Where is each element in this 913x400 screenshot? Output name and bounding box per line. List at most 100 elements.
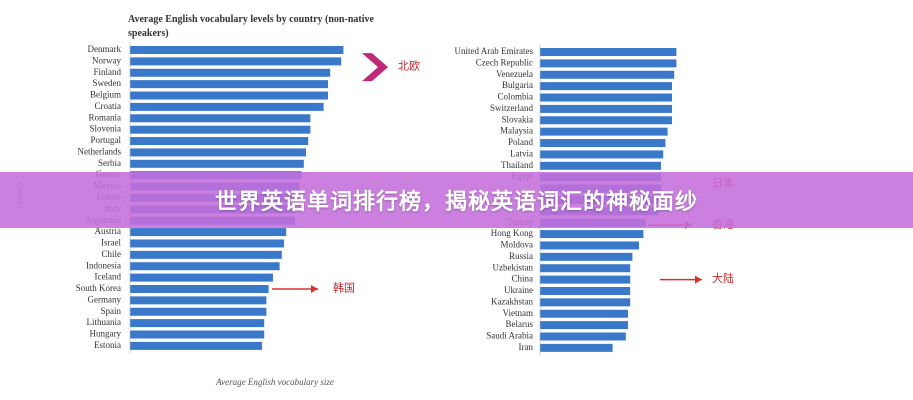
bar bbox=[540, 264, 631, 273]
y-tick-label: Hong Kong bbox=[491, 228, 534, 238]
bar bbox=[540, 230, 644, 239]
bar bbox=[540, 59, 677, 68]
y-tick-label: Finland bbox=[93, 67, 121, 77]
bar bbox=[540, 93, 672, 102]
bar bbox=[540, 70, 675, 79]
y-tick-label: Chile bbox=[102, 249, 122, 259]
y-tick-label: Colombia bbox=[498, 92, 534, 102]
y-tick-label: Norway bbox=[92, 55, 121, 65]
bar bbox=[130, 284, 269, 293]
y-tick-label: Iran bbox=[519, 342, 534, 352]
y-tick-label: Saudi Arabia bbox=[486, 331, 533, 341]
bar bbox=[540, 332, 626, 341]
bar bbox=[130, 273, 273, 282]
y-tick-label: Russia bbox=[509, 251, 533, 261]
y-tick-label: Denmark bbox=[88, 44, 122, 54]
bar bbox=[540, 275, 631, 284]
y-tick-label: Malaysia bbox=[500, 126, 533, 136]
bar bbox=[540, 309, 628, 318]
y-tick-label: Kazakhstan bbox=[491, 296, 533, 306]
y-tick-label: Portugal bbox=[91, 135, 122, 145]
annotation: 韩国 bbox=[333, 281, 355, 295]
y-tick-label: Czech Republic bbox=[476, 57, 533, 67]
y-tick-label: United Arab Emirates bbox=[455, 46, 534, 56]
bar bbox=[130, 114, 311, 123]
y-tick-label: Uzbekistan bbox=[493, 262, 534, 272]
y-tick-label: Venezuela bbox=[496, 69, 533, 79]
bar bbox=[130, 125, 311, 134]
bar bbox=[540, 252, 633, 261]
y-tick-label: Bulgaria bbox=[502, 80, 533, 90]
y-tick-label: Estonia bbox=[94, 340, 121, 350]
y-tick-label: Switzerland bbox=[490, 103, 533, 113]
bar bbox=[540, 139, 666, 148]
y-tick-label: Hungary bbox=[90, 329, 122, 339]
y-tick-label: Romania bbox=[89, 112, 122, 122]
annotation-chevron bbox=[362, 53, 388, 82]
bar bbox=[130, 228, 287, 237]
bar bbox=[130, 91, 328, 100]
bar bbox=[130, 330, 265, 339]
bar bbox=[130, 80, 328, 89]
y-tick-label: Moldova bbox=[501, 240, 534, 250]
bar bbox=[130, 296, 267, 305]
bar bbox=[130, 307, 267, 316]
y-tick-label: Netherlands bbox=[78, 146, 122, 156]
y-tick-label: Germany bbox=[88, 294, 122, 304]
bar bbox=[540, 48, 677, 56]
y-tick-label: Belgium bbox=[90, 90, 121, 100]
bar bbox=[540, 286, 631, 295]
y-tick-label: Ukraine bbox=[504, 285, 533, 295]
bar bbox=[130, 159, 304, 168]
bar bbox=[540, 116, 672, 125]
y-tick-label: Slovakia bbox=[502, 114, 534, 124]
y-tick-label: Indonesia bbox=[86, 260, 121, 270]
y-tick-label: Belarus bbox=[506, 319, 534, 329]
bar bbox=[130, 319, 265, 328]
bar bbox=[130, 148, 306, 157]
y-tick-label: Iceland bbox=[95, 272, 122, 282]
y-tick-label: Slovenia bbox=[90, 124, 122, 134]
bar bbox=[540, 161, 661, 170]
y-tick-label: Israel bbox=[101, 238, 121, 248]
annotation: 北欧 bbox=[398, 60, 420, 73]
banner: 世界英语单词排行榜，揭秘英语词汇的神秘面纱 bbox=[0, 172, 913, 228]
y-tick-label: Latvia bbox=[510, 148, 533, 158]
y-tick-label: Sweden bbox=[93, 78, 122, 88]
bar bbox=[130, 68, 331, 77]
y-tick-label: Croatia bbox=[95, 101, 122, 111]
y-tick-label: Serbia bbox=[98, 158, 121, 168]
bar bbox=[130, 102, 324, 111]
bar bbox=[130, 57, 342, 66]
banner-title: 世界英语单词排行榜，揭秘英语词汇的神秘面纱 bbox=[214, 190, 698, 215]
bar bbox=[540, 104, 672, 113]
bar bbox=[130, 46, 344, 54]
y-tick-label: China bbox=[512, 274, 534, 284]
y-tick-label: Lithuania bbox=[87, 317, 122, 327]
annotation-arrowhead bbox=[695, 275, 702, 284]
bar bbox=[540, 343, 613, 352]
y-tick-label: Vietnam bbox=[503, 308, 533, 318]
bar bbox=[130, 239, 284, 248]
y-tick-label: Thailand bbox=[501, 160, 533, 170]
bar bbox=[540, 150, 664, 159]
bar bbox=[130, 262, 280, 271]
x-axis-label: Average English vocabulary size bbox=[215, 377, 334, 387]
bar bbox=[540, 298, 631, 307]
bar bbox=[130, 250, 282, 259]
y-tick-label: South Korea bbox=[76, 283, 121, 293]
bar bbox=[540, 321, 628, 330]
y-tick-label: Austria bbox=[95, 226, 122, 236]
bar bbox=[540, 241, 639, 250]
bar bbox=[540, 127, 668, 136]
bar bbox=[130, 137, 309, 146]
y-tick-label: Spain bbox=[100, 306, 121, 316]
chart-title: Average English vocabulary levels by cou… bbox=[128, 14, 374, 39]
bar bbox=[130, 341, 262, 350]
annotation-arrowhead bbox=[311, 284, 318, 293]
annotation: 大陆 bbox=[712, 271, 734, 285]
bar bbox=[540, 82, 672, 91]
y-tick-label: Poland bbox=[508, 137, 534, 147]
